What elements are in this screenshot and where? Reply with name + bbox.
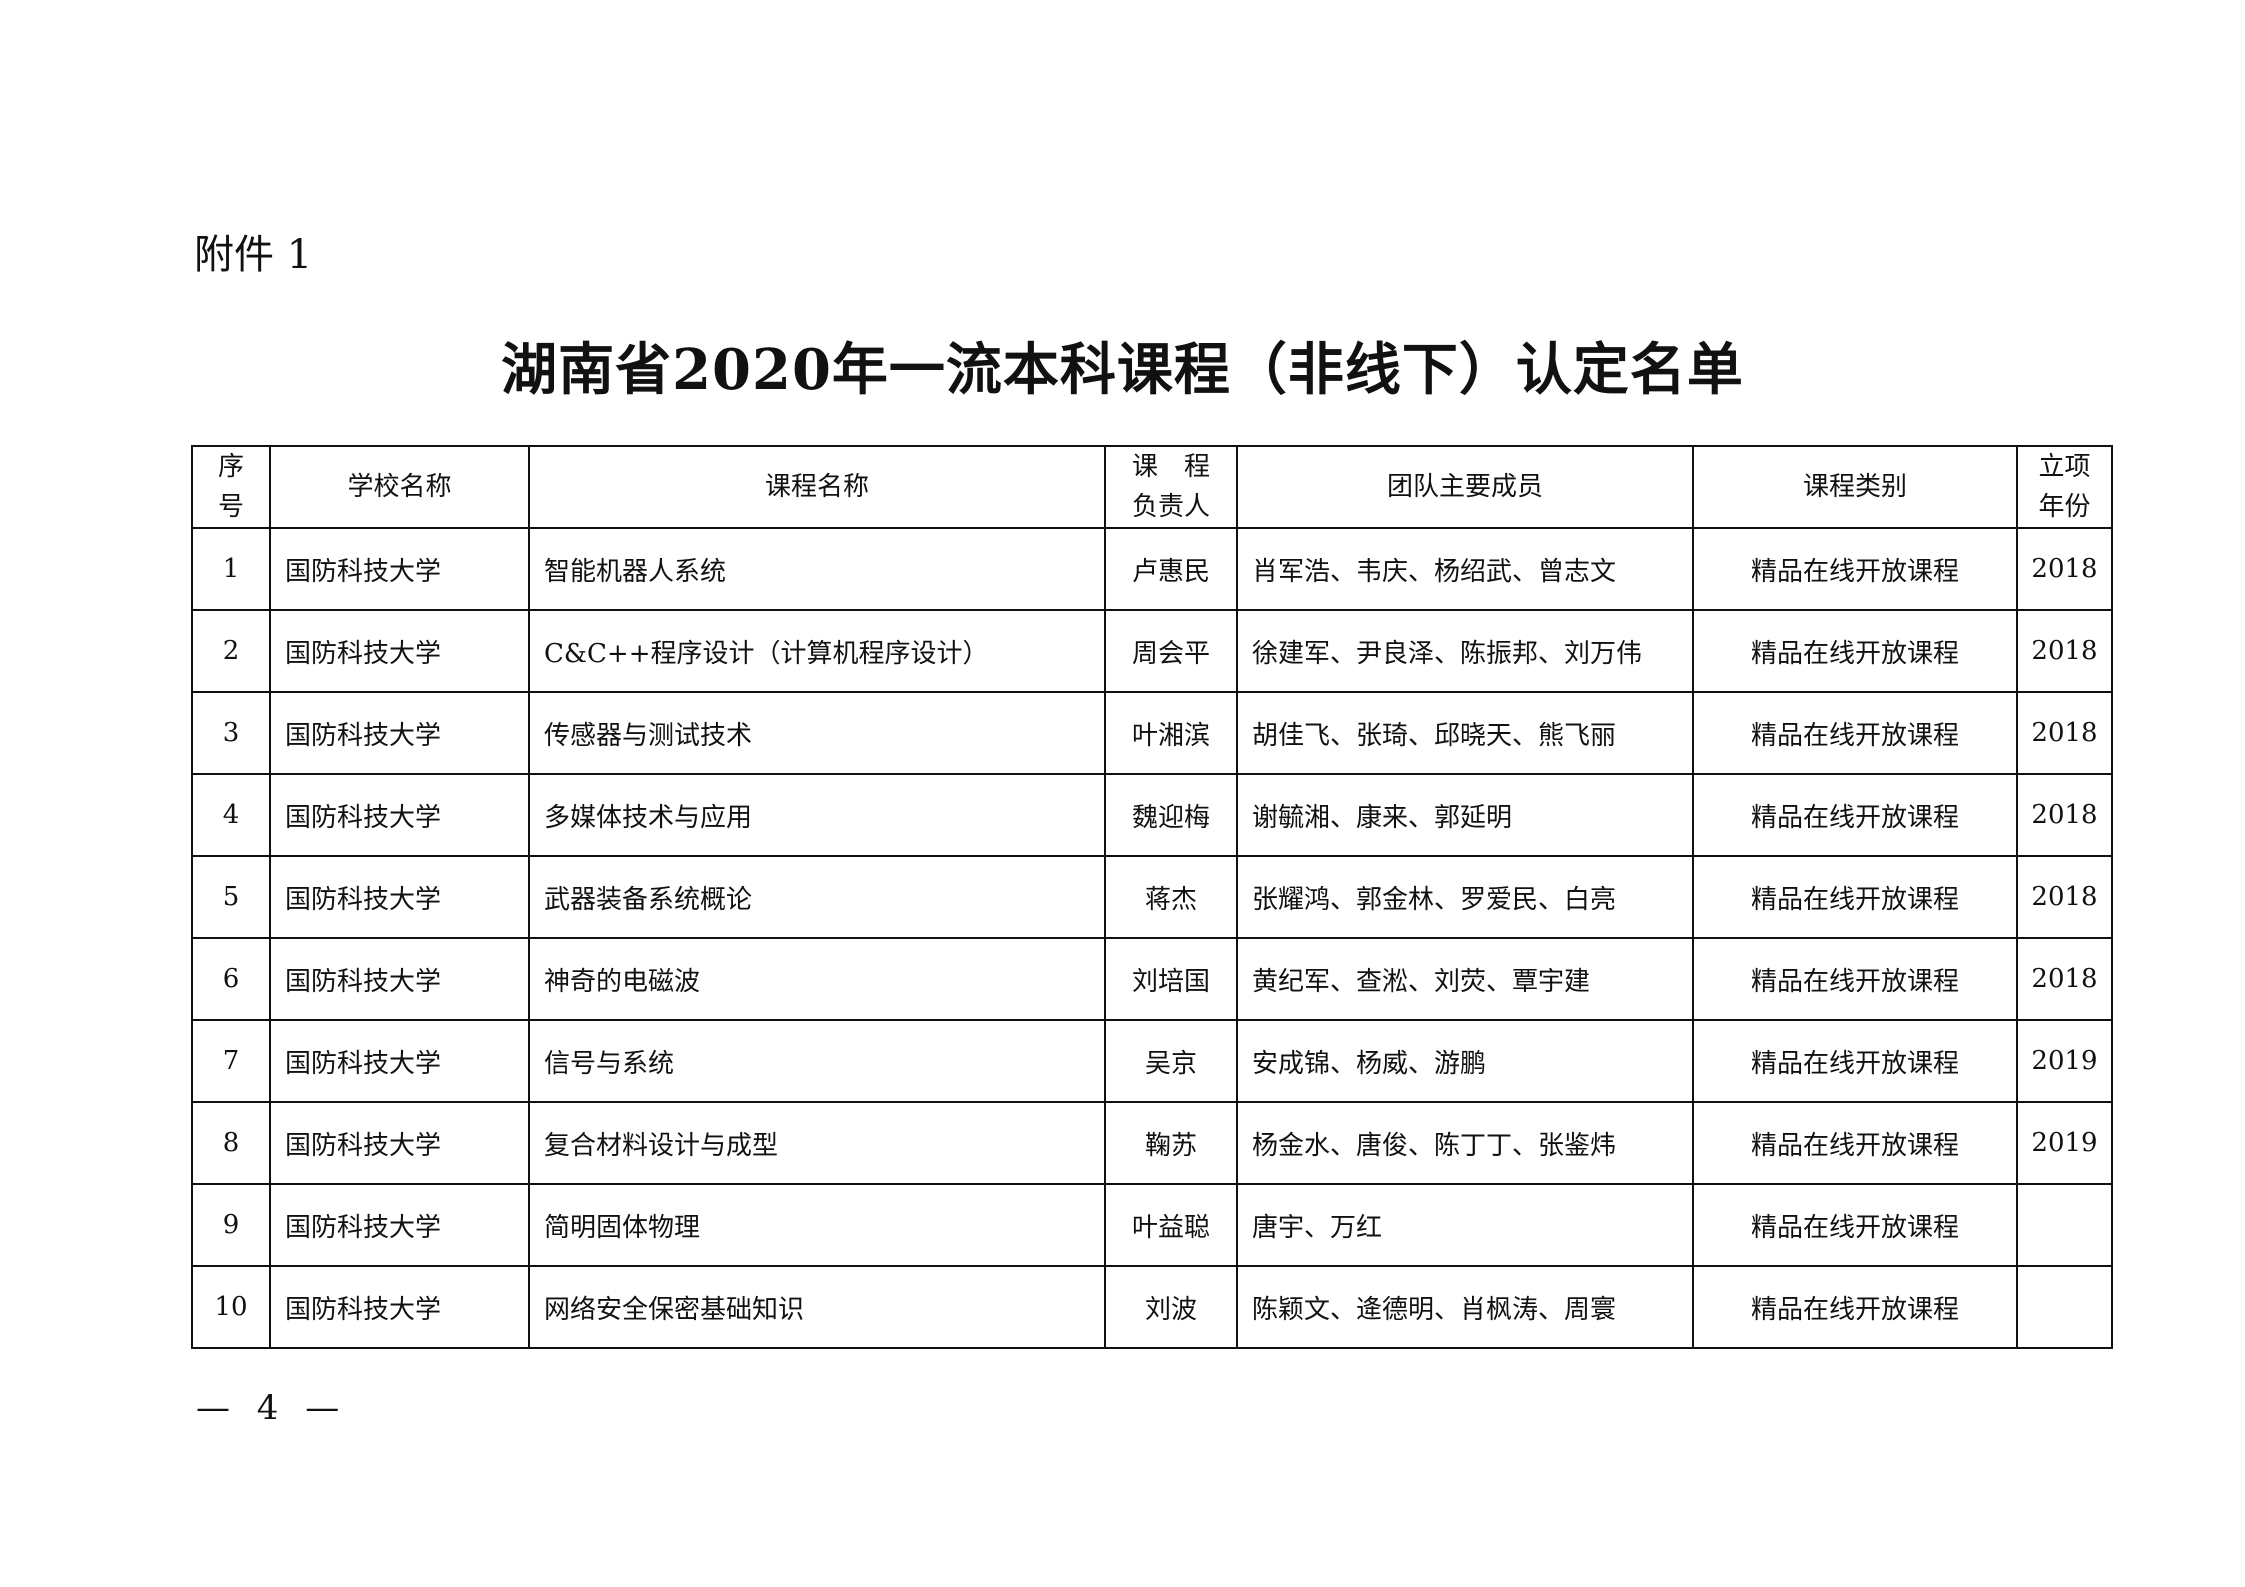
header-index: 序号	[191, 445, 271, 529]
cell-category: 精品在线开放课程	[1692, 1265, 2018, 1349]
cell-lead: 鞠苏	[1104, 1101, 1238, 1185]
cell-lead: 叶湘滨	[1104, 691, 1238, 775]
cell-course: 神奇的电磁波	[528, 937, 1106, 1021]
cell-index: 6	[191, 937, 271, 1021]
table-row: 4 国防科技大学 多媒体技术与应用 魏迎梅 谢毓湘、康来、郭延明 精品在线开放课程 2018	[191, 773, 2113, 857]
cell-school: 国防科技大学	[269, 691, 530, 775]
cell-year: 2018	[2016, 773, 2113, 857]
cell-index: 7	[191, 1019, 271, 1103]
course-table: 序号 学校名称 课程名称 课 程负责人 团队主要成员 课程类别 立项 年份 1 国防…	[191, 445, 2113, 1349]
cell-year	[2016, 1183, 2113, 1267]
cell-school: 国防科技大学	[269, 527, 530, 611]
cell-index: 4	[191, 773, 271, 857]
header-school: 学校名称	[269, 445, 530, 529]
cell-school: 国防科技大学	[269, 1265, 530, 1349]
table-row: 3 国防科技大学 传感器与测试技术 叶湘滨 胡佳飞、张琦、邱晓天、熊飞丽 精品在线开放课程…	[191, 691, 2113, 775]
cell-school: 国防科技大学	[269, 1101, 530, 1185]
cell-year: 2019	[2016, 1019, 2113, 1103]
cell-team: 胡佳飞、张琦、邱晓天、熊飞丽	[1236, 691, 1694, 775]
cell-index: 1	[191, 527, 271, 611]
cell-year: 2018	[2016, 527, 2113, 611]
header-team: 团队主要成员	[1236, 445, 1694, 529]
cell-year: 2018	[2016, 691, 2113, 775]
header-year: 立项 年份	[2016, 445, 2113, 529]
cell-index: 8	[191, 1101, 271, 1185]
cell-school: 国防科技大学	[269, 609, 530, 693]
cell-school: 国防科技大学	[269, 1183, 530, 1267]
table-row: 8 国防科技大学 复合材料设计与成型 鞠苏 杨金水、唐俊、陈丁丁、张鉴炜 精品在线开放课程…	[191, 1101, 2113, 1185]
cell-team: 谢毓湘、康来、郭延明	[1236, 773, 1694, 857]
cell-category: 精品在线开放课程	[1692, 1101, 2018, 1185]
cell-lead: 刘培国	[1104, 937, 1238, 1021]
cell-category: 精品在线开放课程	[1692, 691, 2018, 775]
cell-course: 简明固体物理	[528, 1183, 1106, 1267]
cell-year: 2018	[2016, 937, 2113, 1021]
cell-course: C&C++程序设计（计算机程序设计）	[528, 609, 1106, 693]
cell-index: 2	[191, 609, 271, 693]
cell-team: 黄纪军、查淞、刘荧、覃宇建	[1236, 937, 1694, 1021]
cell-school: 国防科技大学	[269, 855, 530, 939]
table-row: 7 国防科技大学 信号与系统 吴京 安成锦、杨威、游鹏 精品在线开放课程 2019	[191, 1019, 2113, 1103]
cell-lead: 蒋杰	[1104, 855, 1238, 939]
table-row: 9 国防科技大学 简明固体物理 叶益聪 唐宇、万红 精品在线开放课程	[191, 1183, 2113, 1267]
table-row: 10 国防科技大学 网络安全保密基础知识 刘波 陈颖文、逄德明、肖枫涛、周寰 精品在线开放…	[191, 1265, 2113, 1349]
cell-index: 10	[191, 1265, 271, 1349]
table-row: 6 国防科技大学 神奇的电磁波 刘培国 黄纪军、查淞、刘荧、覃宇建 精品在线开放课程 201…	[191, 937, 2113, 1021]
cell-team: 唐宇、万红	[1236, 1183, 1694, 1267]
document-title: 湖南省2020年一流本科课程（非线下）认定名单	[501, 337, 1744, 403]
cell-year: 2019	[2016, 1101, 2113, 1185]
cell-course: 网络安全保密基础知识	[528, 1265, 1106, 1349]
header-category: 课程类别	[1692, 445, 2018, 529]
attachment-label: 附件 1	[194, 232, 313, 278]
cell-index: 9	[191, 1183, 271, 1267]
cell-year	[2016, 1265, 2113, 1349]
cell-index: 5	[191, 855, 271, 939]
header-lead: 课 程负责人	[1104, 445, 1238, 529]
cell-school: 国防科技大学	[269, 1019, 530, 1103]
cell-team: 徐建军、尹良泽、陈振邦、刘万伟	[1236, 609, 1694, 693]
cell-category: 精品在线开放课程	[1692, 1019, 2018, 1103]
page-number: — 4 —	[196, 1388, 348, 1428]
cell-lead: 叶益聪	[1104, 1183, 1238, 1267]
cell-school: 国防科技大学	[269, 773, 530, 857]
cell-year: 2018	[2016, 855, 2113, 939]
cell-course: 武器装备系统概论	[528, 855, 1106, 939]
cell-category: 精品在线开放课程	[1692, 609, 2018, 693]
table-row: 2 国防科技大学 C&C++程序设计（计算机程序设计） 周会平 徐建军、尹良泽、陈振邦、…	[191, 609, 2113, 693]
cell-category: 精品在线开放课程	[1692, 937, 2018, 1021]
cell-lead: 吴京	[1104, 1019, 1238, 1103]
cell-year: 2018	[2016, 609, 2113, 693]
cell-index: 3	[191, 691, 271, 775]
cell-team: 陈颖文、逄德明、肖枫涛、周寰	[1236, 1265, 1694, 1349]
cell-category: 精品在线开放课程	[1692, 1183, 2018, 1267]
cell-team: 安成锦、杨威、游鹏	[1236, 1019, 1694, 1103]
cell-lead: 魏迎梅	[1104, 773, 1238, 857]
cell-team: 杨金水、唐俊、陈丁丁、张鉴炜	[1236, 1101, 1694, 1185]
table-row: 5 国防科技大学 武器装备系统概论 蒋杰 张耀鸿、郭金林、罗爱民、白亮 精品在线开放课程 2…	[191, 855, 2113, 939]
table-row: 1 国防科技大学 智能机器人系统 卢惠民 肖军浩、韦庆、杨绍武、曾志文 精品在线开放课程 2…	[191, 527, 2113, 611]
cell-school: 国防科技大学	[269, 937, 530, 1021]
cell-category: 精品在线开放课程	[1692, 527, 2018, 611]
cell-lead: 刘波	[1104, 1265, 1238, 1349]
cell-course: 传感器与测试技术	[528, 691, 1106, 775]
cell-course: 信号与系统	[528, 1019, 1106, 1103]
cell-category: 精品在线开放课程	[1692, 773, 2018, 857]
cell-lead: 卢惠民	[1104, 527, 1238, 611]
cell-course: 复合材料设计与成型	[528, 1101, 1106, 1185]
cell-course: 智能机器人系统	[528, 527, 1106, 611]
header-course: 课程名称	[528, 445, 1106, 529]
cell-category: 精品在线开放课程	[1692, 855, 2018, 939]
cell-team: 肖军浩、韦庆、杨绍武、曾志文	[1236, 527, 1694, 611]
cell-team: 张耀鸿、郭金林、罗爱民、白亮	[1236, 855, 1694, 939]
cell-lead: 周会平	[1104, 609, 1238, 693]
table-header-row: 序号 学校名称 课程名称 课 程负责人 团队主要成员 课程类别 立项 年份	[191, 445, 2113, 529]
cell-course: 多媒体技术与应用	[528, 773, 1106, 857]
